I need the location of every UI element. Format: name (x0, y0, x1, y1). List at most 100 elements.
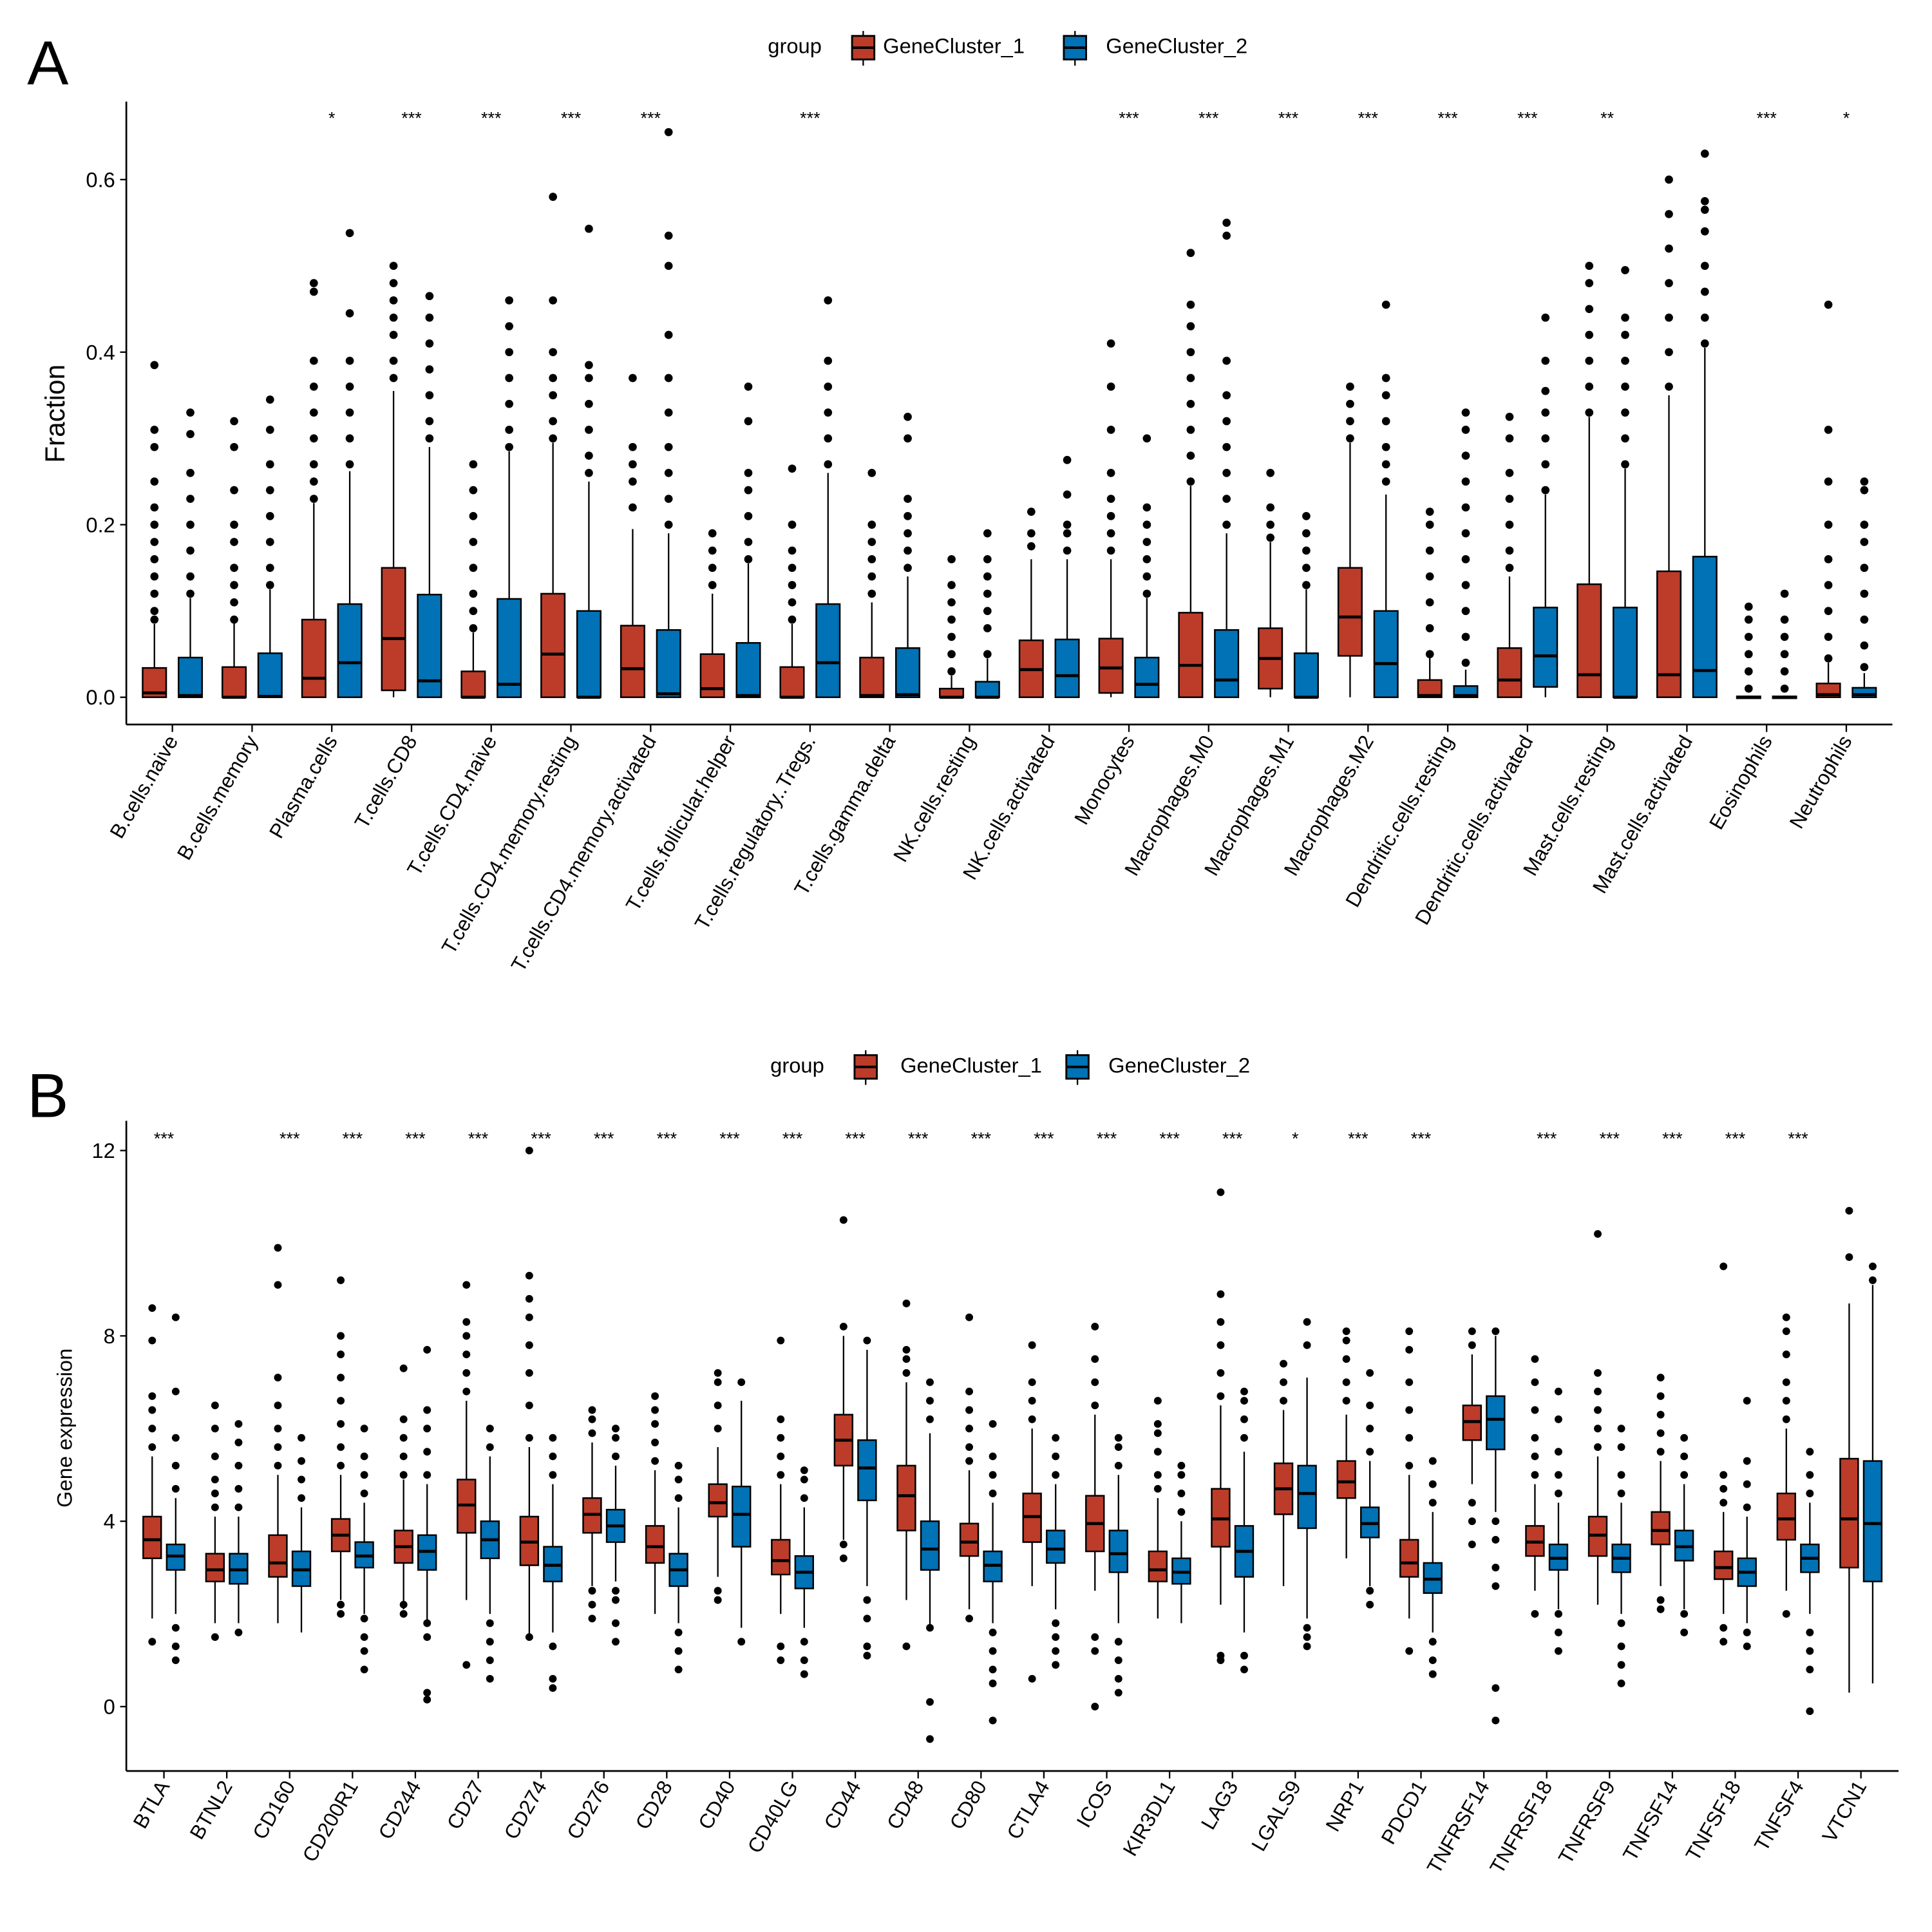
box-body (1486, 1395, 1506, 1450)
outlier-point (1824, 607, 1833, 616)
outlier-point (904, 512, 912, 520)
outlier-point (525, 1434, 533, 1442)
outlier-point (1217, 1651, 1225, 1660)
outlier-point (1860, 538, 1869, 546)
box-genecluster-1 (1085, 1323, 1105, 1710)
outlier-point (1428, 1638, 1437, 1646)
outlier-point (1780, 667, 1789, 676)
outlier-point (337, 1600, 345, 1609)
significance-label: *** (1159, 1129, 1180, 1148)
x-tick-label: T.cells.CD4.naive (402, 732, 502, 880)
x-tick-label: KIR3DL1 (1118, 1777, 1180, 1860)
outlier-point (1222, 356, 1231, 365)
outlier-point (186, 520, 194, 529)
box-genecluster-1 (1336, 1327, 1356, 1558)
outlier-point (1782, 1378, 1790, 1387)
outlier-point (234, 1484, 243, 1493)
outlier-point (265, 581, 274, 589)
outlier-point (234, 1438, 243, 1446)
box-body (1862, 1460, 1883, 1582)
outlier-point (1531, 1355, 1539, 1363)
legend-key-genecluster-2[interactable] (1065, 1050, 1090, 1085)
outlier-point (1217, 1392, 1225, 1400)
outlier-point (1806, 1665, 1814, 1674)
outlier-point (1744, 667, 1753, 676)
legend-key-genecluster-1[interactable] (851, 31, 876, 66)
outlier-point (1153, 1484, 1162, 1493)
outlier-point (1280, 1397, 1287, 1405)
outlier-point (1492, 1564, 1500, 1572)
outlier-point (337, 1350, 345, 1359)
outlier-point (150, 477, 159, 486)
y-tick-label: 4 (104, 1510, 115, 1533)
outlier-point (947, 650, 956, 659)
box-genecluster-1 (1273, 1359, 1294, 1586)
outlier-point (549, 1471, 557, 1479)
outlier-point (1063, 520, 1072, 529)
box-genecluster-2 (605, 1425, 626, 1646)
legend-key-genecluster-2[interactable] (1063, 31, 1087, 66)
outlier-point (1153, 1448, 1162, 1456)
outlier-point (150, 554, 159, 564)
legend-key-genecluster-1[interactable] (853, 1050, 878, 1085)
box-genecluster-2 (735, 383, 761, 698)
box-genecluster-2 (257, 395, 283, 698)
outlier-point (588, 1406, 596, 1414)
outlier-point (1052, 1471, 1060, 1479)
outlier-point (1806, 1471, 1814, 1479)
outlier-point (1860, 564, 1869, 573)
outlier-point (1405, 1406, 1414, 1414)
box-body (301, 618, 327, 698)
outlier-point (1091, 1401, 1099, 1410)
significance-label: *** (1222, 1129, 1243, 1148)
y-tick-label: 0.0 (86, 685, 115, 709)
outlier-point (1142, 538, 1151, 546)
outlier-point (549, 391, 558, 400)
outlier-point (585, 374, 593, 383)
outlier-point (150, 442, 159, 451)
outlier-point (1381, 391, 1390, 400)
outlier-point (1222, 391, 1231, 400)
outlier-point (863, 1642, 871, 1651)
x-tick-label: CD200R1 (298, 1777, 363, 1866)
x-tick-label: TNFRSF18 (1485, 1777, 1557, 1878)
outlier-point (1806, 1647, 1814, 1655)
outlier-point (926, 1415, 934, 1423)
outlier-point (1346, 383, 1354, 391)
significance-label: *** (1537, 1129, 1557, 1148)
outlier-point (708, 546, 717, 555)
box-body (205, 1553, 225, 1582)
outlier-point (1461, 607, 1470, 616)
legend-label-genecluster-1: GeneCluster_1 (883, 34, 1025, 58)
box-body (1336, 1460, 1356, 1499)
outlier-point (1106, 495, 1115, 503)
outlier-point (549, 1674, 557, 1683)
outlier-point (1091, 1378, 1099, 1387)
outlier-point (399, 1610, 408, 1618)
outlier-point (1531, 1434, 1539, 1442)
outlier-point (1186, 374, 1195, 383)
box-genecluster-1 (708, 1368, 728, 1604)
outlier-point (867, 589, 876, 598)
outlier-point (1554, 1471, 1562, 1479)
outlier-point (839, 1554, 848, 1562)
legend-label-genecluster-1: GeneCluster_1 (900, 1053, 1042, 1077)
outlier-point (1425, 598, 1434, 607)
panel-b-legend: group GeneCluster_1 GeneCluster_2 (770, 1050, 1250, 1085)
outlier-point (171, 1656, 180, 1665)
outlier-point (674, 1628, 683, 1636)
outlier-point (274, 1401, 282, 1410)
box-body (1293, 652, 1319, 698)
outlier-point (1621, 266, 1629, 274)
box-genecluster-2 (1548, 1387, 1569, 1655)
outlier-point (230, 564, 238, 573)
outlier-point (1806, 1490, 1814, 1497)
box-body (1373, 610, 1399, 698)
outlier-point (389, 279, 398, 287)
outlier-point (651, 1406, 659, 1414)
outlier-point (651, 1438, 659, 1446)
outlier-point (309, 279, 318, 287)
outlier-point (1222, 520, 1231, 529)
outlier-point (1700, 339, 1709, 348)
outlier-point (274, 1244, 282, 1252)
